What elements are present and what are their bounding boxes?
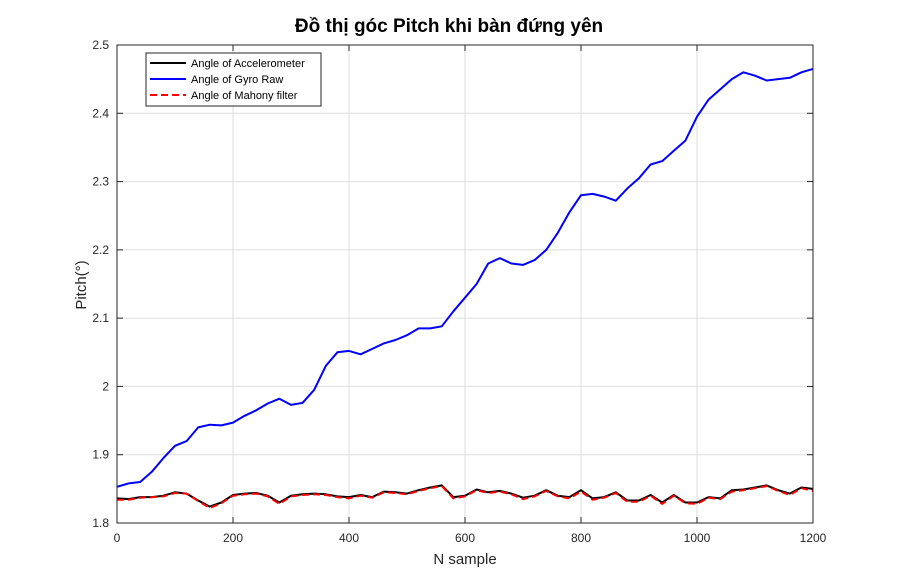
series-line-angle-of-gyro-raw	[116, 67, 814, 488]
x-tick-label: 1000	[684, 531, 711, 545]
chart-title: Đồ thị góc Pitch khi bàn đứng yên	[295, 16, 603, 37]
y-tick-label: 2.3	[92, 175, 109, 189]
x-tick-label: 1200	[800, 531, 827, 545]
series-layer	[116, 67, 814, 509]
x-tick-label: 0	[114, 531, 121, 545]
series-line-angle-of-mahony-filter	[117, 485, 814, 509]
y-tick-label: 2.4	[92, 106, 109, 120]
axis-ticks: 0 200 400 600 800 1000 1200 1.8 1.9 2 2.1 2.2 2.3 2.4…	[92, 38, 826, 545]
x-tick-label: 200	[223, 531, 243, 545]
legend: Angle of Accelerometer Angle of Gyro Raw A…	[145, 52, 322, 107]
x-tick-label: 600	[455, 531, 475, 545]
legend-label-angle-of-accelerometer: Angle of Accelerometer	[191, 58, 305, 70]
y-tick-label: 1.8	[92, 516, 109, 530]
y-tick-label: 2.1	[92, 311, 109, 325]
grid-lines	[117, 45, 813, 523]
legend-label-angle-of-gyro-raw: Angle of Gyro Raw	[191, 74, 283, 86]
y-tick-label: 2	[102, 379, 109, 393]
x-tick-label: 800	[571, 531, 591, 545]
x-tick-label: 400	[339, 531, 359, 545]
legend-label-angle-of-mahony-filter: Angle of Mahony filter	[191, 90, 298, 102]
y-tick-label: 1.9	[92, 448, 109, 462]
y-axis-label: Pitch(°)	[73, 260, 90, 309]
y-tick-label: 2.2	[92, 243, 109, 257]
y-tick-label: 2.5	[92, 38, 109, 52]
x-axis-label: N sample	[433, 551, 496, 568]
